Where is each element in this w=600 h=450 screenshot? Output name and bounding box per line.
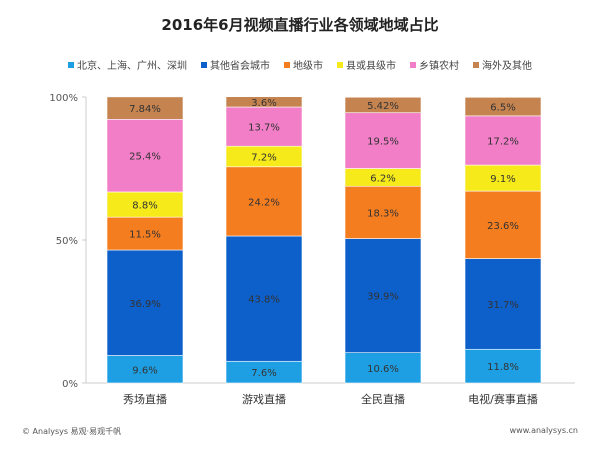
legend-item: 其他省会城市 [201,57,270,72]
legend-label: 县或县级市 [346,61,396,72]
y-tick-label: 100% [49,93,78,104]
footer-copyright: © Analysys 易观·易观千帆 [22,427,122,436]
bar-segment [106,355,184,384]
data-label: 31.7% [487,300,519,311]
bar-segment [464,115,542,166]
data-label: 13.7% [248,123,280,134]
data-label: 6.2% [370,173,395,184]
category-label: 秀场直播 [123,392,167,406]
bar-segment [344,112,422,169]
footer-website: www.analysys.cn [509,426,578,435]
bar-segment [225,106,303,147]
bar-segment [225,166,303,237]
legend-swatch [473,61,479,68]
data-label: 10.6% [367,364,399,375]
bar-segment [464,190,542,259]
legend-swatch [68,61,74,68]
data-label: 5.42% [367,101,399,112]
bar-segment [106,249,184,356]
data-label: 6.5% [490,103,515,114]
bar-segment [225,96,303,108]
category-label: 电视/赛事直播 [468,392,538,406]
legend-item: 海外及其他 [473,57,532,72]
data-label: 43.8% [248,295,280,306]
legend-swatch [201,61,207,68]
bar-segment [344,238,422,353]
data-label: 17.2% [487,136,519,147]
bar-segment [464,164,542,192]
data-label: 25.4% [129,152,161,163]
data-label: 36.9% [129,299,161,310]
bar-segment [225,235,303,362]
bar-segment [344,96,422,114]
y-tick-label: 50% [56,236,78,247]
legend-swatch [410,61,416,68]
legend: 北京、上海、广州、深圳 其他省会城市 地级市 县或县级市 乡镇农村 海外及其他 [0,57,600,72]
data-label: 19.5% [367,137,399,148]
data-label: 11.5% [129,230,161,241]
bar-segment [106,96,184,120]
legend-label: 北京、上海、广州、深圳 [77,61,187,72]
legend-label: 海外及其他 [482,61,532,72]
bar-segment [464,96,542,117]
legend-item: 北京、上海、广州、深圳 [68,57,187,72]
data-label: 39.9% [367,292,399,303]
bar-segment [106,216,184,251]
bar-segment [106,191,184,218]
y-tick-label: 0% [62,379,78,390]
category-label: 游戏直播 [242,392,286,406]
data-label: 9.1% [490,174,515,185]
data-label: 7.84% [129,104,161,115]
data-label: 18.3% [367,208,399,219]
bar-segment [106,119,184,193]
data-label: 24.2% [248,197,280,208]
legend-swatch [284,61,290,68]
data-label: 23.6% [487,221,519,232]
data-label: 9.6% [132,365,157,376]
data-label: 3.6% [251,98,276,109]
data-label: 7.2% [251,152,276,163]
category-label: 全民直播 [361,392,405,406]
bar-segment [464,348,542,384]
legend-label: 乡镇农村 [419,61,459,72]
data-label: 8.8% [132,201,157,212]
bar-segment [344,185,422,239]
legend-item: 乡镇农村 [410,57,459,72]
chart-title: 2016年6月视频直播行业各领域地域占比 [161,16,439,34]
data-label: 7.6% [251,368,276,379]
legend-swatch [337,61,343,68]
legend-item: 地级市 [284,57,323,72]
legend-label: 其他省会城市 [210,61,270,72]
legend-item: 县或县级市 [337,57,396,72]
legend-label: 地级市 [293,61,323,72]
bar-segment [344,352,422,384]
data-label: 11.8% [487,362,519,373]
